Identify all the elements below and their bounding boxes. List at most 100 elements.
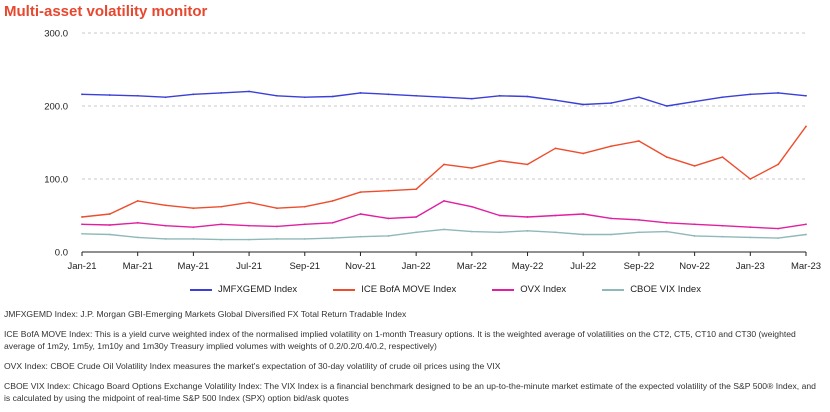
data-point <box>443 96 445 99</box>
data-point <box>805 233 807 236</box>
data-point <box>220 205 223 208</box>
data-point <box>108 233 111 236</box>
x-tick-label: Jul-22 <box>570 261 596 272</box>
data-point <box>359 213 362 215</box>
x-tick-label: Jan-23 <box>736 261 765 272</box>
series-line-ovx-index <box>81 200 807 230</box>
data-point <box>470 230 473 233</box>
data-point <box>136 94 139 97</box>
x-tick-label: Jul-21 <box>236 261 262 272</box>
x-tick-label: Sep-22 <box>624 261 655 272</box>
data-point <box>749 226 752 229</box>
data-point <box>192 237 195 240</box>
data-point <box>777 91 780 94</box>
data-point <box>638 231 640 234</box>
line-chart: 0.0 100.0 200.0 300.0 Jan-21 Mar-21 May-21 Jul-… <box>44 29 821 273</box>
x-tick-label: Mar-23 <box>791 261 821 272</box>
series-line-ice-bofa-move-index <box>81 125 807 218</box>
data-point <box>582 233 585 236</box>
data-point <box>220 238 223 241</box>
data-point <box>443 228 445 231</box>
data-point <box>443 163 445 166</box>
legend-swatch-move <box>333 288 356 291</box>
data-point <box>498 159 501 162</box>
data-point <box>276 225 278 228</box>
data-point <box>721 96 724 99</box>
data-point <box>638 96 640 99</box>
data-point <box>638 218 640 221</box>
data-point <box>276 94 278 97</box>
data-point <box>554 99 557 102</box>
legend-label-ovx: OVX Index <box>520 284 567 295</box>
data-point <box>192 207 195 210</box>
data-point <box>610 145 612 148</box>
data-point <box>108 213 111 215</box>
data-point <box>721 156 724 159</box>
legend-swatch-vix <box>602 288 625 291</box>
data-point <box>721 224 724 227</box>
data-point <box>276 207 278 210</box>
data-point <box>693 235 696 237</box>
data-point <box>81 232 83 235</box>
legend-label-vix: CBOE VIX Index <box>630 284 701 295</box>
data-point <box>665 105 668 107</box>
data-point <box>220 223 223 226</box>
data-point <box>415 188 418 191</box>
data-point <box>164 237 167 240</box>
data-point <box>638 140 640 142</box>
data-point <box>554 231 557 234</box>
data-point <box>331 221 334 224</box>
data-point <box>470 167 473 169</box>
data-point <box>387 189 390 192</box>
y-tick-label: 100.0 <box>44 175 68 186</box>
data-point <box>331 237 334 240</box>
data-point <box>192 93 195 96</box>
data-point <box>610 102 612 104</box>
data-point <box>81 93 83 96</box>
data-point <box>331 95 334 98</box>
data-point <box>693 164 696 167</box>
data-point <box>526 95 529 98</box>
data-point <box>415 94 418 97</box>
index-definitions: JMFXGEMD Index: J.P. Morgan GBI-Emerging… <box>4 308 822 412</box>
data-point <box>470 205 473 208</box>
data-point <box>248 238 250 241</box>
x-tick-label: Jan-22 <box>402 261 431 272</box>
legend-item-move: ICE BofA MOVE Index <box>333 284 456 295</box>
data-point <box>526 216 529 218</box>
chart-legend: JMFXGEMD Index ICE BofA MOVE Index OVX I… <box>190 284 701 295</box>
y-tick-label: 200.0 <box>44 102 68 113</box>
data-point <box>276 237 278 240</box>
data-point <box>749 236 752 239</box>
legend-swatch-ovx <box>492 288 515 291</box>
x-tick-label: Nov-21 <box>345 261 376 272</box>
data-point <box>777 163 780 166</box>
data-point <box>387 217 390 220</box>
legend-label-move: ICE BofA MOVE Index <box>361 284 457 295</box>
data-point <box>498 94 501 97</box>
data-point <box>220 91 223 94</box>
data-point <box>721 235 724 238</box>
data-point <box>749 178 752 180</box>
data-point <box>136 200 139 202</box>
data-point <box>164 224 167 227</box>
data-point <box>805 125 807 128</box>
x-tick-label: Mar-21 <box>123 261 153 272</box>
data-point <box>498 214 501 217</box>
x-tick-label: Jan-21 <box>67 261 96 272</box>
x-tick-label: Sep-21 <box>289 261 320 272</box>
data-point <box>554 214 557 217</box>
data-point <box>693 100 696 103</box>
chart-title: Multi-asset volatility monitor <box>4 3 208 20</box>
data-point <box>303 205 306 208</box>
data-point <box>331 200 334 202</box>
data-point <box>693 223 696 226</box>
note-ovx: OVX Index: CBOE Crude Oil Volatility Ind… <box>4 361 501 371</box>
y-tick-label: 300.0 <box>44 29 68 40</box>
data-point <box>610 233 612 236</box>
data-point <box>303 237 306 240</box>
data-point <box>303 96 306 99</box>
data-point <box>164 204 167 207</box>
data-point <box>359 91 362 94</box>
data-point <box>665 221 668 224</box>
